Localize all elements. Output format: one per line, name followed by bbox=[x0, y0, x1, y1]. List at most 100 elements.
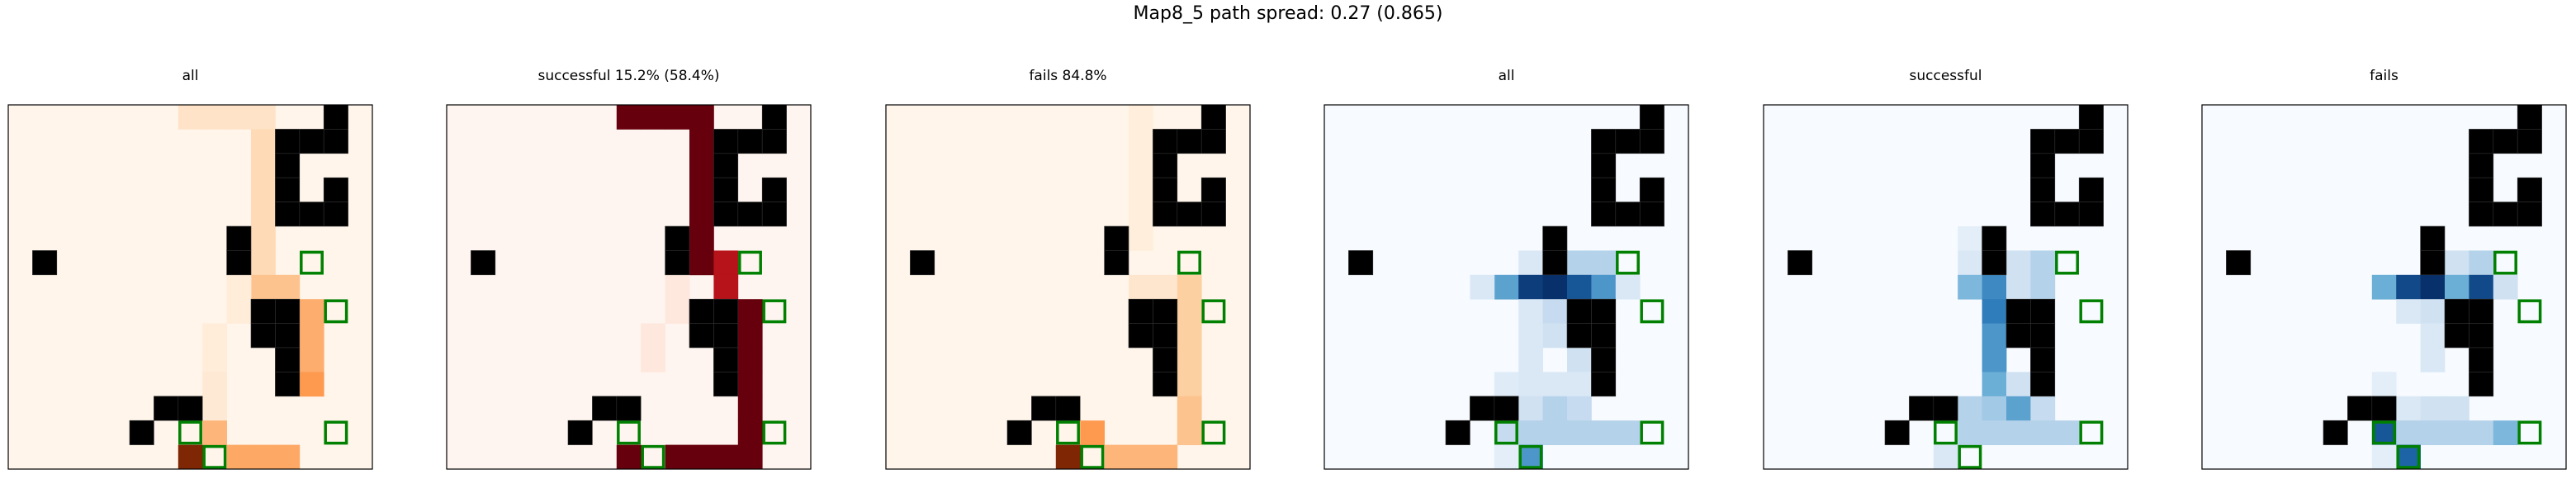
wall-cell bbox=[761, 177, 787, 202]
heat-cell bbox=[2420, 348, 2446, 372]
heat-cell bbox=[2006, 372, 2031, 397]
heat-cell bbox=[737, 444, 763, 470]
heat-cell bbox=[616, 105, 642, 130]
wall-cell bbox=[2030, 177, 2056, 202]
wall-cell bbox=[713, 298, 739, 324]
wall-cell bbox=[2347, 396, 2373, 421]
heat-cell bbox=[1518, 348, 1543, 372]
heat-cell bbox=[2030, 274, 2056, 300]
wall-cell bbox=[2371, 396, 2397, 421]
wall-cell bbox=[1128, 323, 1153, 349]
wall-cell bbox=[1200, 129, 1226, 154]
wall-cell bbox=[275, 372, 301, 397]
heat-cell bbox=[641, 105, 665, 130]
goal-marker bbox=[2517, 420, 2542, 445]
panel-title: all bbox=[1498, 68, 1515, 84]
heat-cell bbox=[299, 299, 324, 324]
heat-cell bbox=[1104, 444, 1129, 470]
axes-frame bbox=[7, 104, 373, 470]
wall-cell bbox=[2469, 177, 2494, 202]
wall-cell bbox=[2323, 420, 2348, 445]
heat-cell bbox=[2420, 396, 2446, 421]
heat-cell bbox=[1080, 420, 1105, 445]
wall-cell bbox=[2469, 323, 2494, 349]
wall-cell bbox=[323, 177, 348, 202]
heat-cell bbox=[2030, 420, 2056, 445]
heat-cell bbox=[202, 348, 227, 372]
wall-cell bbox=[1591, 153, 1617, 178]
goal-marker bbox=[1934, 420, 1958, 445]
heat-cell bbox=[178, 105, 203, 130]
wall-cell bbox=[761, 129, 787, 154]
heat-cell bbox=[1518, 396, 1543, 421]
heat-cell bbox=[1982, 274, 2007, 300]
heat-cell bbox=[2006, 250, 2031, 276]
wall-cell bbox=[2030, 323, 2056, 349]
heat-cell bbox=[1518, 274, 1543, 300]
heat-cell bbox=[1542, 420, 1568, 445]
heat-cell bbox=[1494, 420, 1519, 445]
wall-cell bbox=[2078, 129, 2104, 154]
goal-marker bbox=[762, 299, 787, 324]
heat-cell bbox=[2371, 274, 2397, 300]
wall-cell bbox=[250, 323, 276, 349]
goal-marker bbox=[2079, 420, 2104, 445]
wall-cell bbox=[2420, 250, 2446, 276]
wall-cell bbox=[2030, 372, 2056, 397]
wall-cell bbox=[1615, 202, 1641, 227]
wall-cell bbox=[2493, 129, 2518, 154]
wall-cell bbox=[1591, 177, 1617, 202]
goal-marker bbox=[1958, 444, 1982, 469]
wall-cell bbox=[2469, 372, 2494, 397]
wall-cell bbox=[275, 202, 301, 227]
heat-cell bbox=[1591, 420, 1617, 445]
heat-cell bbox=[226, 299, 252, 324]
heat-cell bbox=[1542, 323, 1568, 349]
heat-cell bbox=[1567, 250, 1592, 276]
heat-cell bbox=[1958, 226, 1982, 251]
heat-cell bbox=[2445, 274, 2469, 300]
wall-cell bbox=[1639, 104, 1664, 130]
heat-cell bbox=[2371, 444, 2397, 470]
wall-cell bbox=[1982, 225, 2007, 251]
wall-cell bbox=[1884, 420, 1910, 445]
heat-cell bbox=[299, 372, 324, 397]
heat-cell bbox=[689, 202, 714, 227]
heat-cell bbox=[665, 105, 690, 130]
wall-cell bbox=[2517, 177, 2542, 202]
heat-cell bbox=[737, 299, 763, 324]
wall-cell bbox=[2517, 129, 2542, 154]
heat-cell bbox=[689, 444, 714, 470]
heat-cell bbox=[1542, 299, 1568, 324]
figure-title: Map8_5 path spread: 0.27 (0.865) bbox=[1133, 3, 1443, 24]
wall-cell bbox=[761, 104, 787, 130]
goal-marker bbox=[300, 250, 324, 275]
heat-cell bbox=[2445, 396, 2469, 421]
wall-cell bbox=[2030, 298, 2056, 324]
wall-cell bbox=[154, 396, 179, 421]
wall-cell bbox=[1200, 104, 1226, 130]
heat-cell bbox=[1129, 105, 1153, 130]
panel-title: fails bbox=[2370, 68, 2398, 84]
goal-marker bbox=[1201, 420, 1226, 445]
wall-cell bbox=[1153, 372, 1178, 397]
wall-cell bbox=[2005, 323, 2031, 349]
heat-cell bbox=[1567, 420, 1592, 445]
panel-title: successful 15.2% (58.4%) bbox=[537, 68, 720, 84]
wall-cell bbox=[1615, 129, 1641, 154]
heat-cell bbox=[1958, 274, 1982, 300]
wall-cell bbox=[761, 202, 787, 227]
wall-cell bbox=[713, 129, 739, 154]
heat-cell bbox=[2006, 420, 2031, 445]
heat-cell bbox=[1494, 372, 1519, 397]
wall-cell bbox=[323, 104, 348, 130]
heat-cell bbox=[251, 274, 276, 300]
heat-cell bbox=[1518, 250, 1543, 276]
goal-marker bbox=[1518, 444, 1543, 469]
heat-cell bbox=[299, 348, 324, 372]
heat-cell bbox=[299, 323, 324, 349]
wall-cell bbox=[1153, 202, 1178, 227]
heat-cell bbox=[689, 105, 714, 130]
wall-cell bbox=[32, 250, 58, 276]
heat-cell bbox=[1129, 129, 1153, 154]
